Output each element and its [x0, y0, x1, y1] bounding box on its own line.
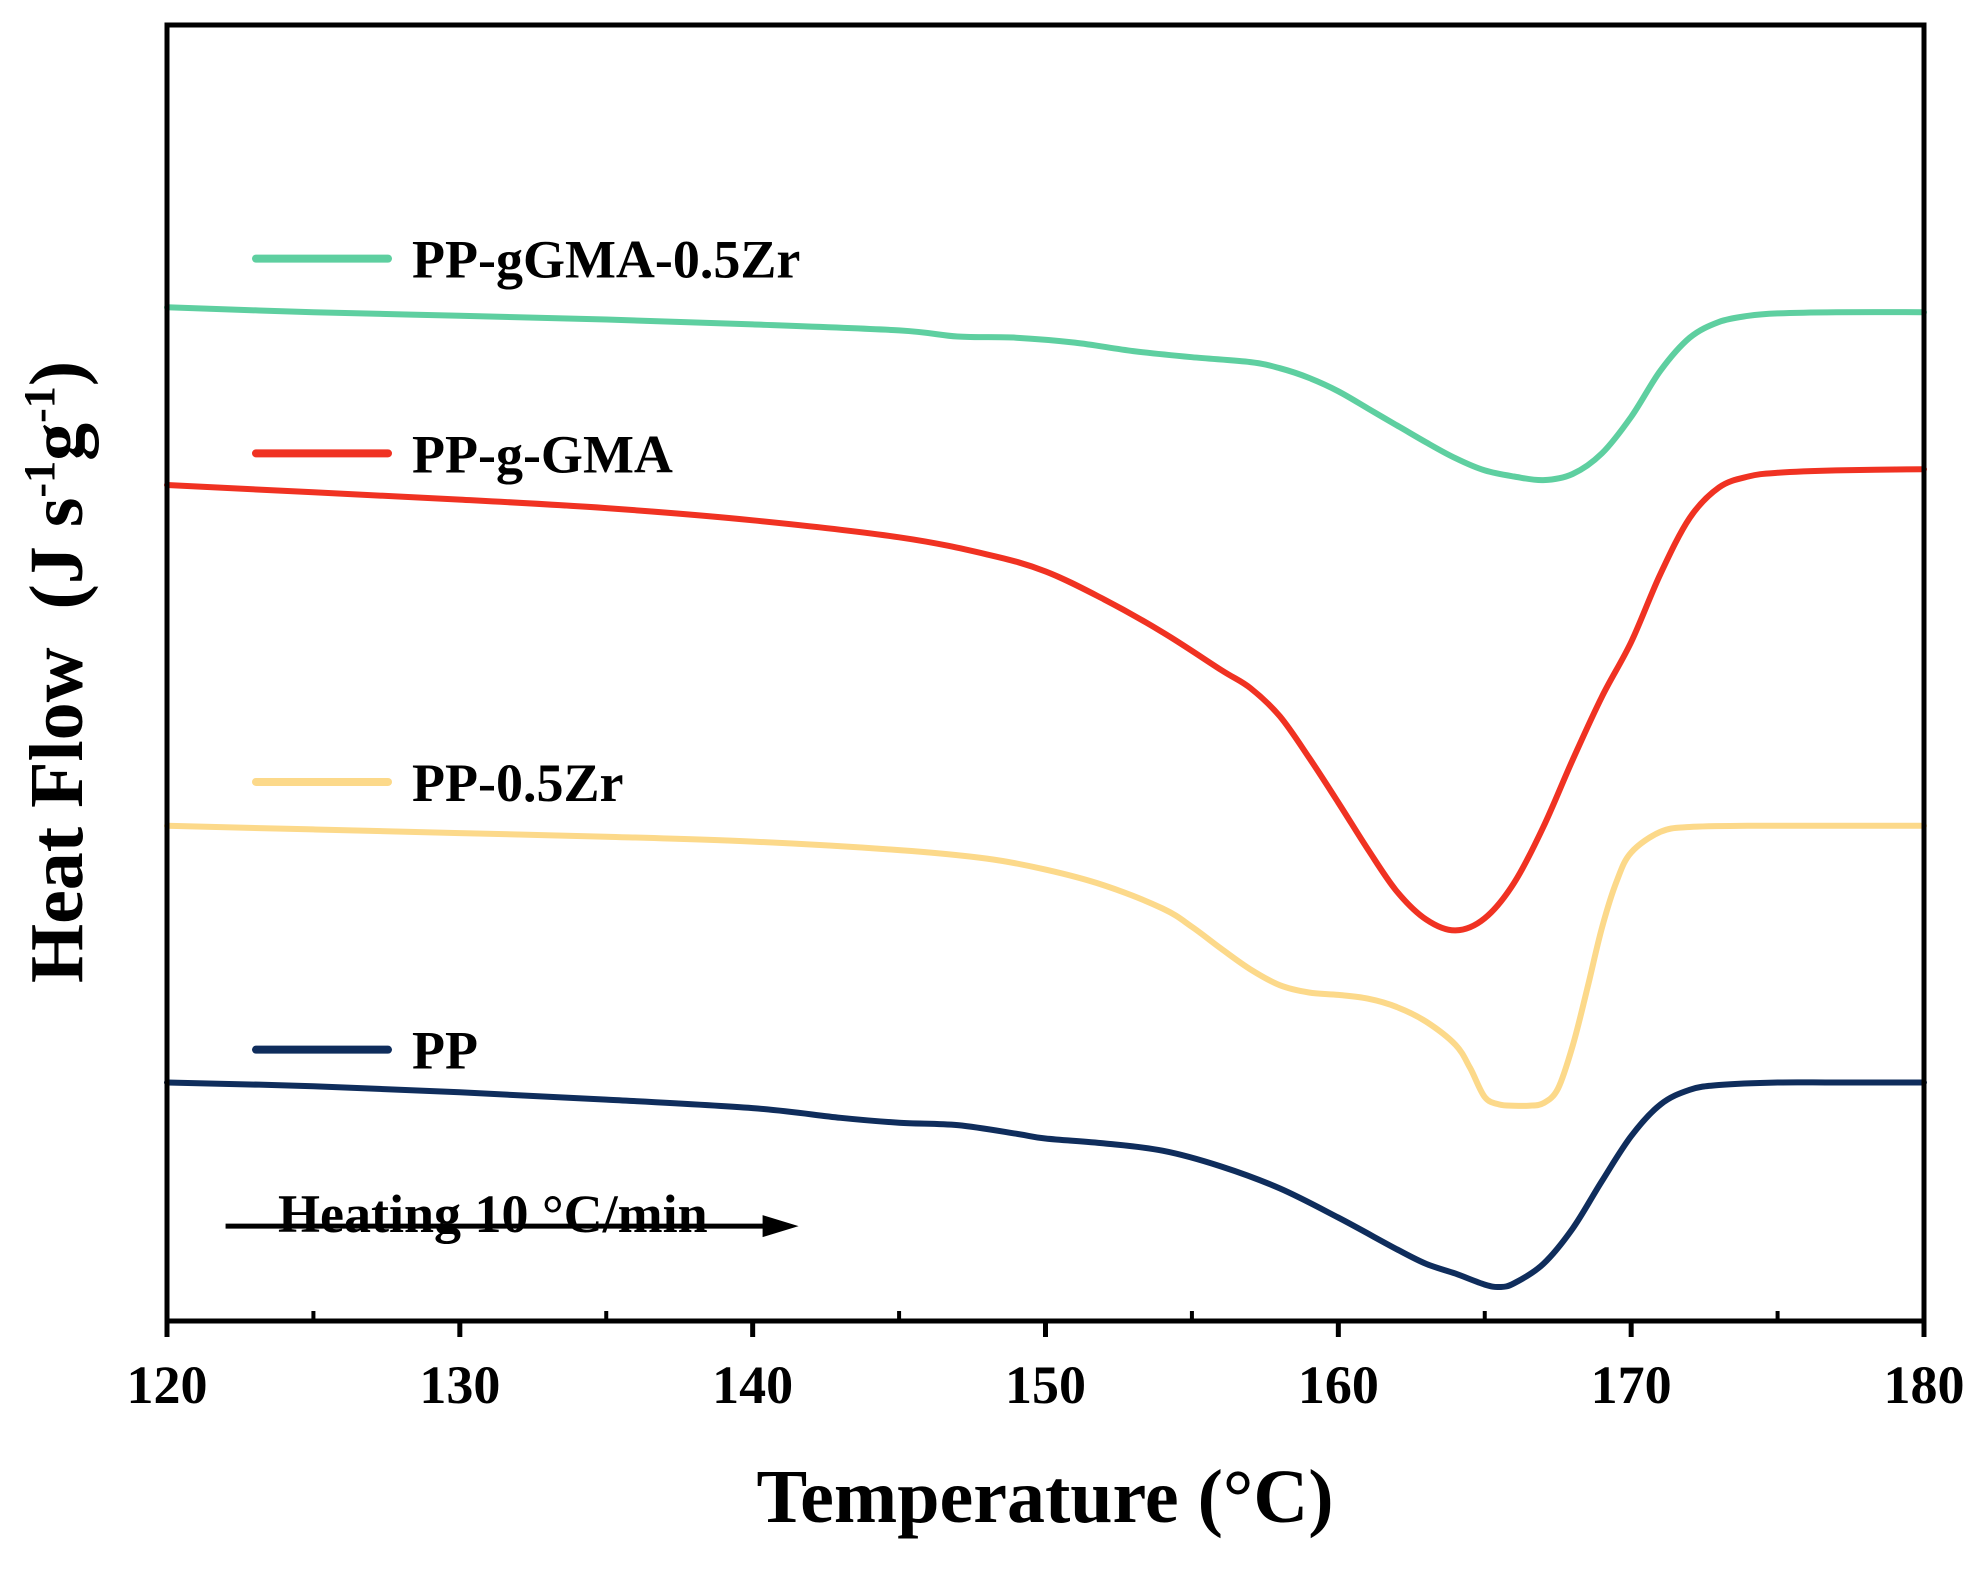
series-line-pp-g-gma	[164, 466, 1927, 934]
legend-label-pp-g-gma: PP-g-GMA	[412, 424, 673, 484]
heating-arrowhead	[762, 1215, 799, 1238]
x-axis-ticks: 120 130 140 150 160 170 180	[127, 1311, 1965, 1415]
x-tick-label: 140	[712, 1355, 793, 1415]
legend-label-pp: PP	[412, 1021, 478, 1081]
legend: PP-gGMA-0.5Zr PP-g-GMA PP-0.5Zr PP	[252, 230, 800, 1081]
heating-annotation: Heating 10 °C/min	[225, 1184, 799, 1244]
legend-label-pp-ggma-0-5zr: PP-gGMA-0.5Zr	[412, 230, 800, 290]
x-tick-label: 160	[1298, 1355, 1379, 1415]
heating-annotation-label: Heating 10 °C/min	[278, 1184, 708, 1244]
y-axis-title: Heat Flow (J s-1g-1)	[15, 361, 99, 983]
x-tick-label: 130	[419, 1355, 500, 1415]
x-tick-label: 120	[127, 1355, 208, 1415]
x-tick-label: 170	[1591, 1355, 1672, 1415]
series-layer	[164, 304, 1927, 1291]
x-tick-label: 150	[1005, 1355, 1086, 1415]
x-axis-title: Temperature (°C)	[756, 1455, 1333, 1539]
series-line-pp-ggma-0-5zr	[164, 304, 1927, 484]
x-tick-label: 180	[1884, 1355, 1965, 1415]
series-line-pp-0-5zr	[164, 822, 1927, 1109]
series-line-pp	[164, 1079, 1927, 1291]
legend-label-pp-0-5zr: PP-0.5Zr	[412, 753, 623, 813]
